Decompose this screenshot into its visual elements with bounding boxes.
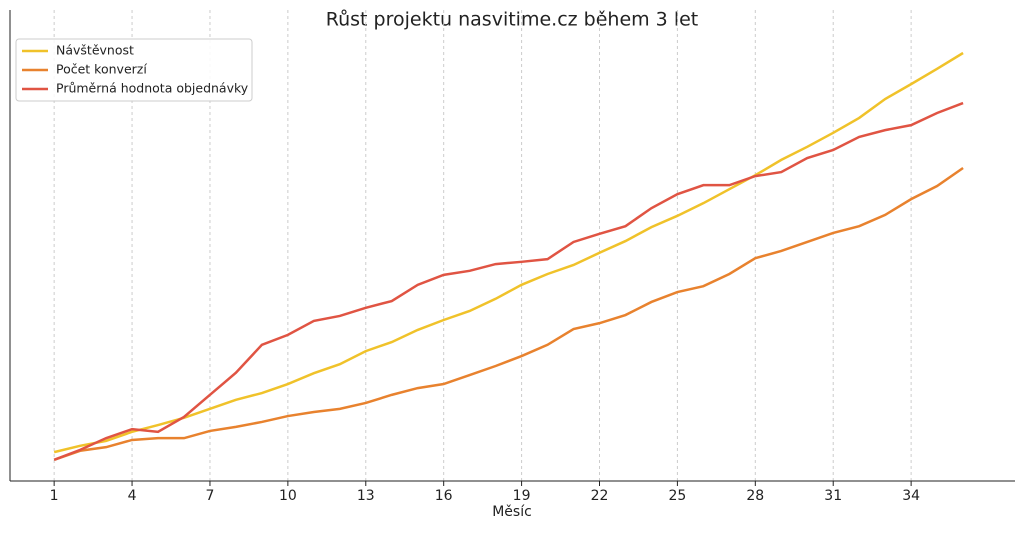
legend-box [15,38,253,102]
x-tick-label: 4 [128,488,137,504]
x-axis-label: Měsíc [492,504,532,520]
legend-label: Průměrná hodnota objednávky [56,81,249,96]
legend-label: Počet konverzí [56,62,147,77]
chart-title: Růst projektu nasvitime.cz během 3 let [326,9,698,31]
line [53,101,964,461]
x-tick-label: 25 [668,488,686,504]
x-tick-label: 16 [435,488,453,504]
line [53,166,964,461]
legend-label: Návštěvnost [56,43,134,58]
x-tick-label: 22 [591,488,609,504]
x-tick-label: 31 [824,488,842,504]
line [53,51,964,454]
x-tick-label: 19 [513,488,531,504]
x-tick-label: 34 [902,488,920,504]
x-tick-label: 10 [279,488,297,504]
x-tick-label: 7 [206,488,215,504]
x-tick-label: 13 [357,488,375,504]
x-tick-label: 28 [746,488,764,504]
x-tick-label: 1 [50,488,59,504]
